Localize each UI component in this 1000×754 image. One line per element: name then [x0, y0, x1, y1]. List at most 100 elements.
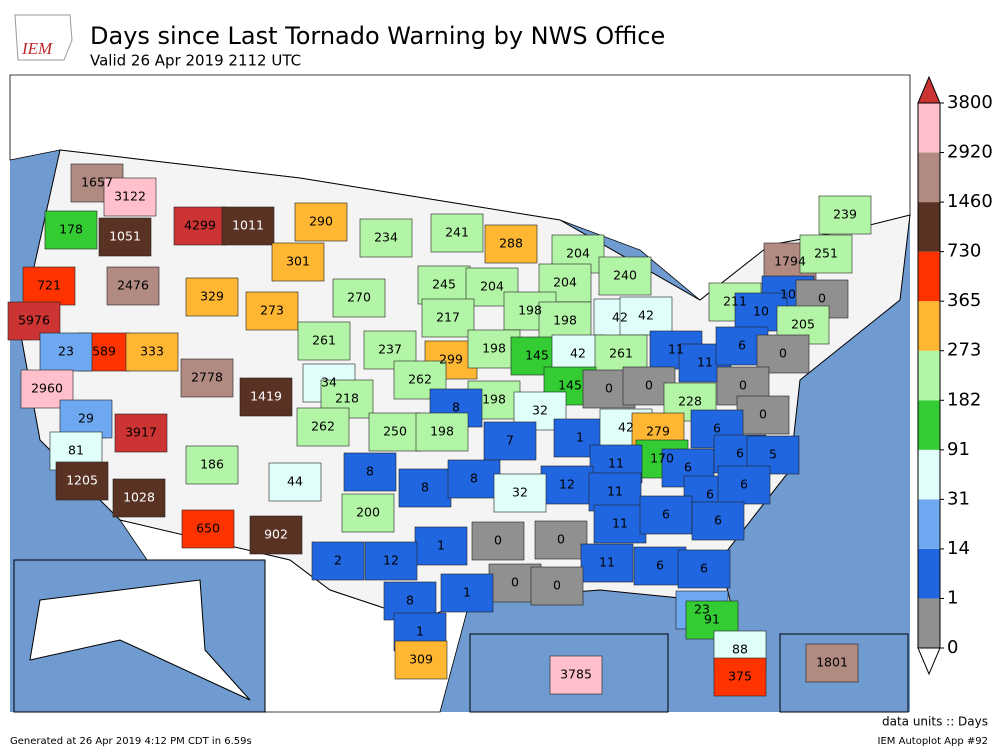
office-area [44, 210, 98, 250]
office-label: 42 [618, 420, 634, 435]
office-label: 301 [286, 254, 310, 269]
office-label: 42 [612, 310, 628, 325]
office-label: 32 [532, 403, 548, 418]
office-label: 0 [739, 378, 747, 393]
colorbar-label: 1 [947, 587, 958, 608]
office-label: 44 [287, 474, 303, 489]
office-area [294, 202, 348, 242]
office-area [799, 234, 853, 274]
office-label: 11 [697, 355, 713, 370]
office-label: 6 [738, 338, 746, 353]
colorbar-label: 1460 [947, 191, 993, 212]
office-area [553, 418, 607, 458]
office-label: 186 [200, 457, 224, 472]
office-label: 6 [706, 487, 714, 502]
office-area [359, 218, 413, 258]
office-label: 12 [559, 477, 575, 492]
office-label: 8 [452, 400, 460, 415]
office-area [125, 332, 179, 372]
office-label: 240 [613, 268, 637, 283]
office-area [530, 566, 584, 606]
office-label: 262 [311, 419, 335, 434]
colorbar-swatch [918, 103, 940, 153]
office-area [394, 640, 448, 680]
office-area [633, 546, 687, 586]
office-area [484, 224, 538, 264]
office-area [677, 549, 731, 589]
office-label: 0 [779, 346, 787, 361]
office-label: 251 [814, 246, 838, 261]
office-area [619, 296, 673, 336]
office-label: 0 [557, 532, 565, 547]
office-area [268, 462, 322, 502]
office-label: 2 [334, 553, 342, 568]
office-label: 1419 [250, 389, 282, 404]
alaska [29, 579, 251, 701]
office-label: 198 [430, 424, 454, 439]
office-label: 309 [409, 652, 433, 667]
office-label: 6 [700, 561, 708, 576]
office-area [447, 459, 501, 499]
office-label: 589 [92, 344, 116, 359]
office-label: 204 [566, 246, 590, 261]
colorbar-swatch [918, 499, 940, 549]
office-label: 1 [463, 585, 471, 600]
office-label: 0 [494, 533, 502, 548]
office-label: 12 [383, 553, 399, 568]
office-area [538, 301, 592, 341]
office-area [598, 256, 652, 296]
office-label: 0 [553, 578, 561, 593]
office-label: 228 [678, 394, 702, 409]
office-area [311, 541, 365, 581]
colorbar-label: 3800 [947, 92, 993, 113]
office-area [55, 461, 109, 501]
colorbar-swatch [918, 202, 940, 252]
office-area [736, 395, 790, 435]
office-area [103, 177, 157, 217]
office-label: 11 [608, 456, 624, 471]
office-label: 8 [470, 471, 478, 486]
office-label: 234 [374, 230, 398, 245]
office-area [421, 298, 475, 338]
office-label: 32 [512, 485, 528, 500]
office-label: 6 [684, 460, 692, 475]
office-label: 0 [759, 407, 767, 422]
office-label: 211 [723, 294, 747, 309]
office-area [414, 526, 468, 566]
colorbar-swatch [918, 301, 940, 351]
office-label: 0 [645, 378, 653, 393]
office-label: 204 [553, 275, 577, 290]
colorbar-label: 365 [947, 290, 981, 311]
office-area [493, 473, 547, 513]
office-label: 23 [694, 602, 710, 617]
office-area [185, 445, 239, 485]
office-label: 170 [650, 451, 674, 466]
office-label: 329 [200, 289, 224, 304]
office-label: 1 [576, 430, 584, 445]
office-label: 42 [638, 308, 654, 323]
office-label: 205 [791, 317, 815, 332]
office-label: 375 [728, 669, 752, 684]
office-area [685, 600, 739, 640]
office-label: 11 [612, 516, 628, 531]
office-label: 6 [662, 507, 670, 522]
office-label: 1 [437, 538, 445, 553]
office-area [818, 195, 872, 235]
office-area [221, 206, 275, 246]
office-area [364, 541, 418, 581]
office-label: 145 [525, 348, 549, 363]
office-label: 88 [732, 642, 748, 657]
office-area [639, 495, 693, 535]
colorbar-label: 91 [947, 439, 970, 460]
office-label: 204 [480, 279, 504, 294]
office-area [98, 217, 152, 257]
office-area [22, 266, 76, 306]
office-label: 2476 [117, 278, 149, 293]
colorbar-label: 730 [947, 241, 981, 262]
office-label: 241 [445, 225, 469, 240]
colorbar-swatch [918, 400, 940, 450]
office-label: 81 [68, 443, 84, 458]
colorbar-label: 0 [947, 637, 958, 658]
